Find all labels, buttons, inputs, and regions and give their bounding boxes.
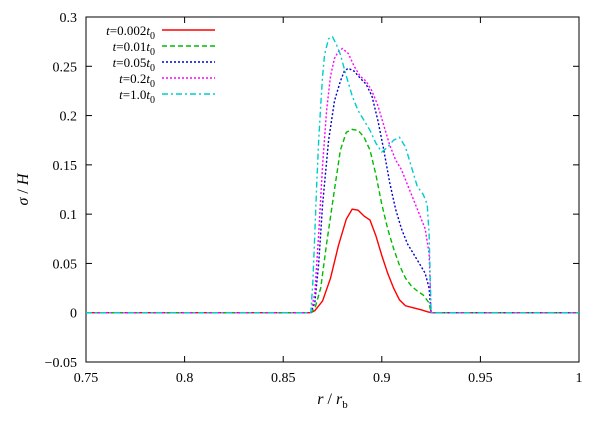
y-tick-label: 0.25 — [53, 60, 78, 75]
y-axis-label: σ / H — [15, 172, 32, 205]
y-tick-label: 0 — [70, 307, 77, 322]
x-axis-label-r: r — [317, 391, 324, 408]
y-tick-label: 0.3 — [60, 11, 78, 26]
y-tick-label: 0.2 — [60, 110, 78, 125]
series-line-1 — [86, 208, 579, 314]
y-axis-label-sigma: σ — [15, 196, 32, 205]
series-line-5 — [86, 35, 579, 314]
legend-label-5: t=1.0t0 — [119, 87, 155, 106]
y-axis-label-den: H — [15, 172, 32, 186]
y-axis-label-slash: / — [15, 185, 32, 197]
x-axis-label-den: r — [336, 391, 343, 408]
x-axis-label-slash: / — [324, 391, 336, 408]
plot-frame — [85, 16, 580, 363]
y-tick-label: −0.05 — [45, 356, 77, 371]
series-line-4 — [86, 47, 579, 314]
x-tick-label: 0.75 — [74, 371, 99, 386]
x-axis-label-sub: b — [342, 399, 348, 411]
x-tick-label: 0.95 — [468, 371, 493, 386]
y-tick-label: 0.1 — [60, 208, 78, 223]
legend-label-1: t=0.002t0 — [106, 23, 155, 42]
y-tick-label: 0.15 — [53, 159, 78, 174]
series-group — [86, 35, 579, 314]
legend-label-3: t=0.05t0 — [113, 55, 155, 74]
tick-labels-group: 0.75 0.8 0.85 0.9 0.95 1 −0.05 0 0.05 0.1 0.15 0.2 0… — [45, 11, 583, 386]
x-tick-label: 0.85 — [271, 371, 296, 386]
legend-label-4: t=0.2t0 — [119, 71, 155, 90]
series-line-3 — [86, 67, 579, 314]
ticks-group — [85, 16, 580, 363]
y-tick-label: 0.05 — [53, 257, 78, 272]
x-tick-label: 0.9 — [373, 371, 391, 386]
x-tick-label: 1 — [576, 371, 583, 386]
x-axis-label: r / rb — [317, 391, 348, 411]
x-tick-label: 0.8 — [176, 371, 194, 386]
series-line-2 — [86, 128, 579, 314]
legend-label-2: t=0.01t0 — [113, 39, 155, 58]
